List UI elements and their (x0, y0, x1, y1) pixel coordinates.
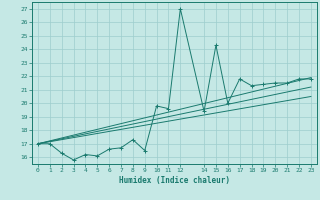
X-axis label: Humidex (Indice chaleur): Humidex (Indice chaleur) (119, 176, 230, 185)
